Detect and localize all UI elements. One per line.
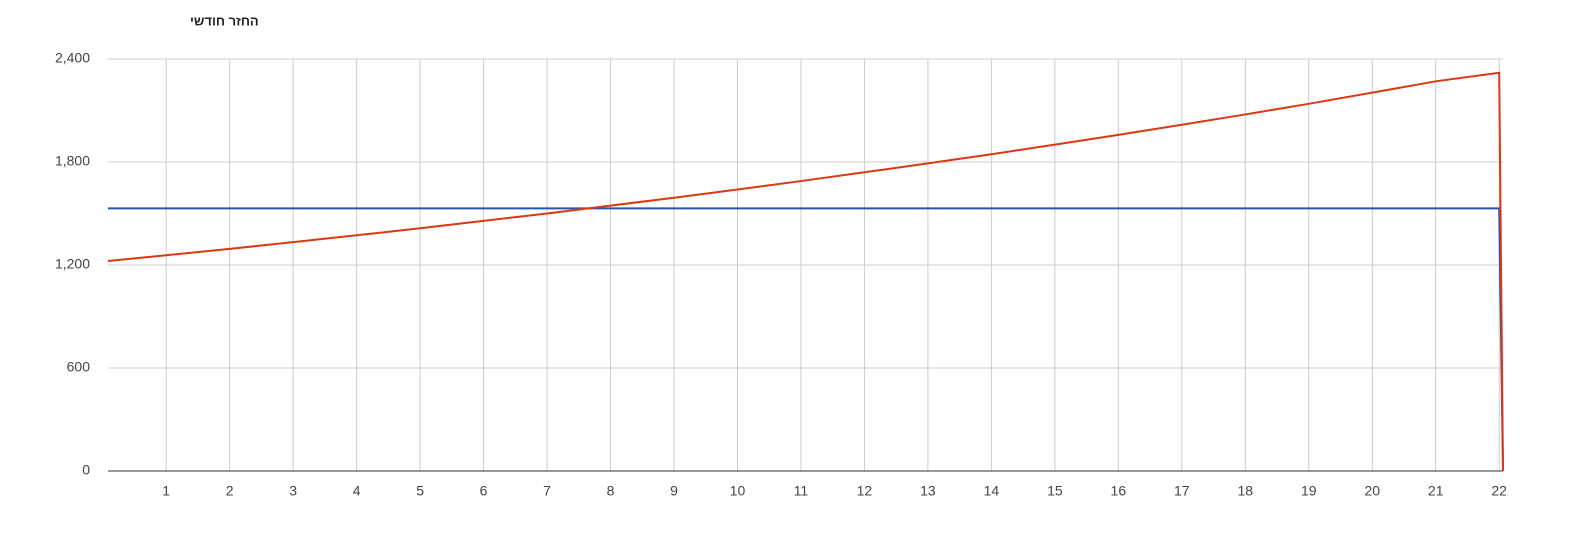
x-tick-label: 13: [920, 483, 936, 499]
x-tick-label: 12: [857, 483, 873, 499]
x-tick-label: 15: [1047, 483, 1063, 499]
x-tick-label: 2: [226, 483, 234, 499]
x-tick-label: 7: [543, 483, 551, 499]
x-tick-label: 11: [794, 483, 809, 499]
x-tick-label: 18: [1238, 483, 1254, 499]
series-line: [107, 71, 1504, 472]
x-tick-label: 9: [670, 483, 678, 499]
x-tick-label: 19: [1301, 483, 1317, 499]
y-tick-label: 0: [82, 462, 90, 478]
x-tick-label: 16: [1111, 483, 1127, 499]
x-tick-label: 21: [1428, 483, 1444, 499]
x-tick-label: 5: [416, 483, 424, 499]
x-tick-label: 1: [162, 483, 170, 499]
x-tick-label: 22: [1491, 483, 1507, 499]
y-tick-label: 600: [67, 359, 91, 375]
x-tick-label: 10: [730, 483, 746, 499]
y-tick-label: 2,400: [55, 50, 90, 66]
x-tick-label: 3: [289, 483, 297, 499]
x-tick-label: 17: [1174, 483, 1190, 499]
series-line: [108, 207, 1504, 472]
x-tick-label: 4: [353, 483, 361, 499]
x-tick-label: 20: [1364, 483, 1380, 499]
y-tick-label: 1,800: [55, 153, 90, 169]
x-tick-label: 6: [480, 483, 488, 499]
x-tick-label: 8: [607, 483, 615, 499]
y-tick-label: 1,200: [55, 256, 90, 272]
chart-title: החזר חודשי: [190, 13, 259, 28]
x-tick-label: 14: [984, 483, 1000, 499]
